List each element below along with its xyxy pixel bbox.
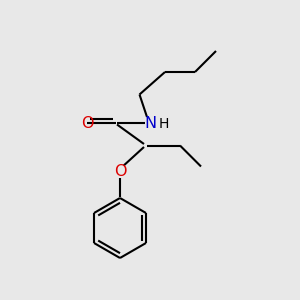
- Text: O: O: [114, 164, 126, 178]
- Text: N: N: [144, 116, 156, 130]
- Text: H: H: [159, 118, 169, 131]
- Text: O: O: [81, 116, 93, 130]
